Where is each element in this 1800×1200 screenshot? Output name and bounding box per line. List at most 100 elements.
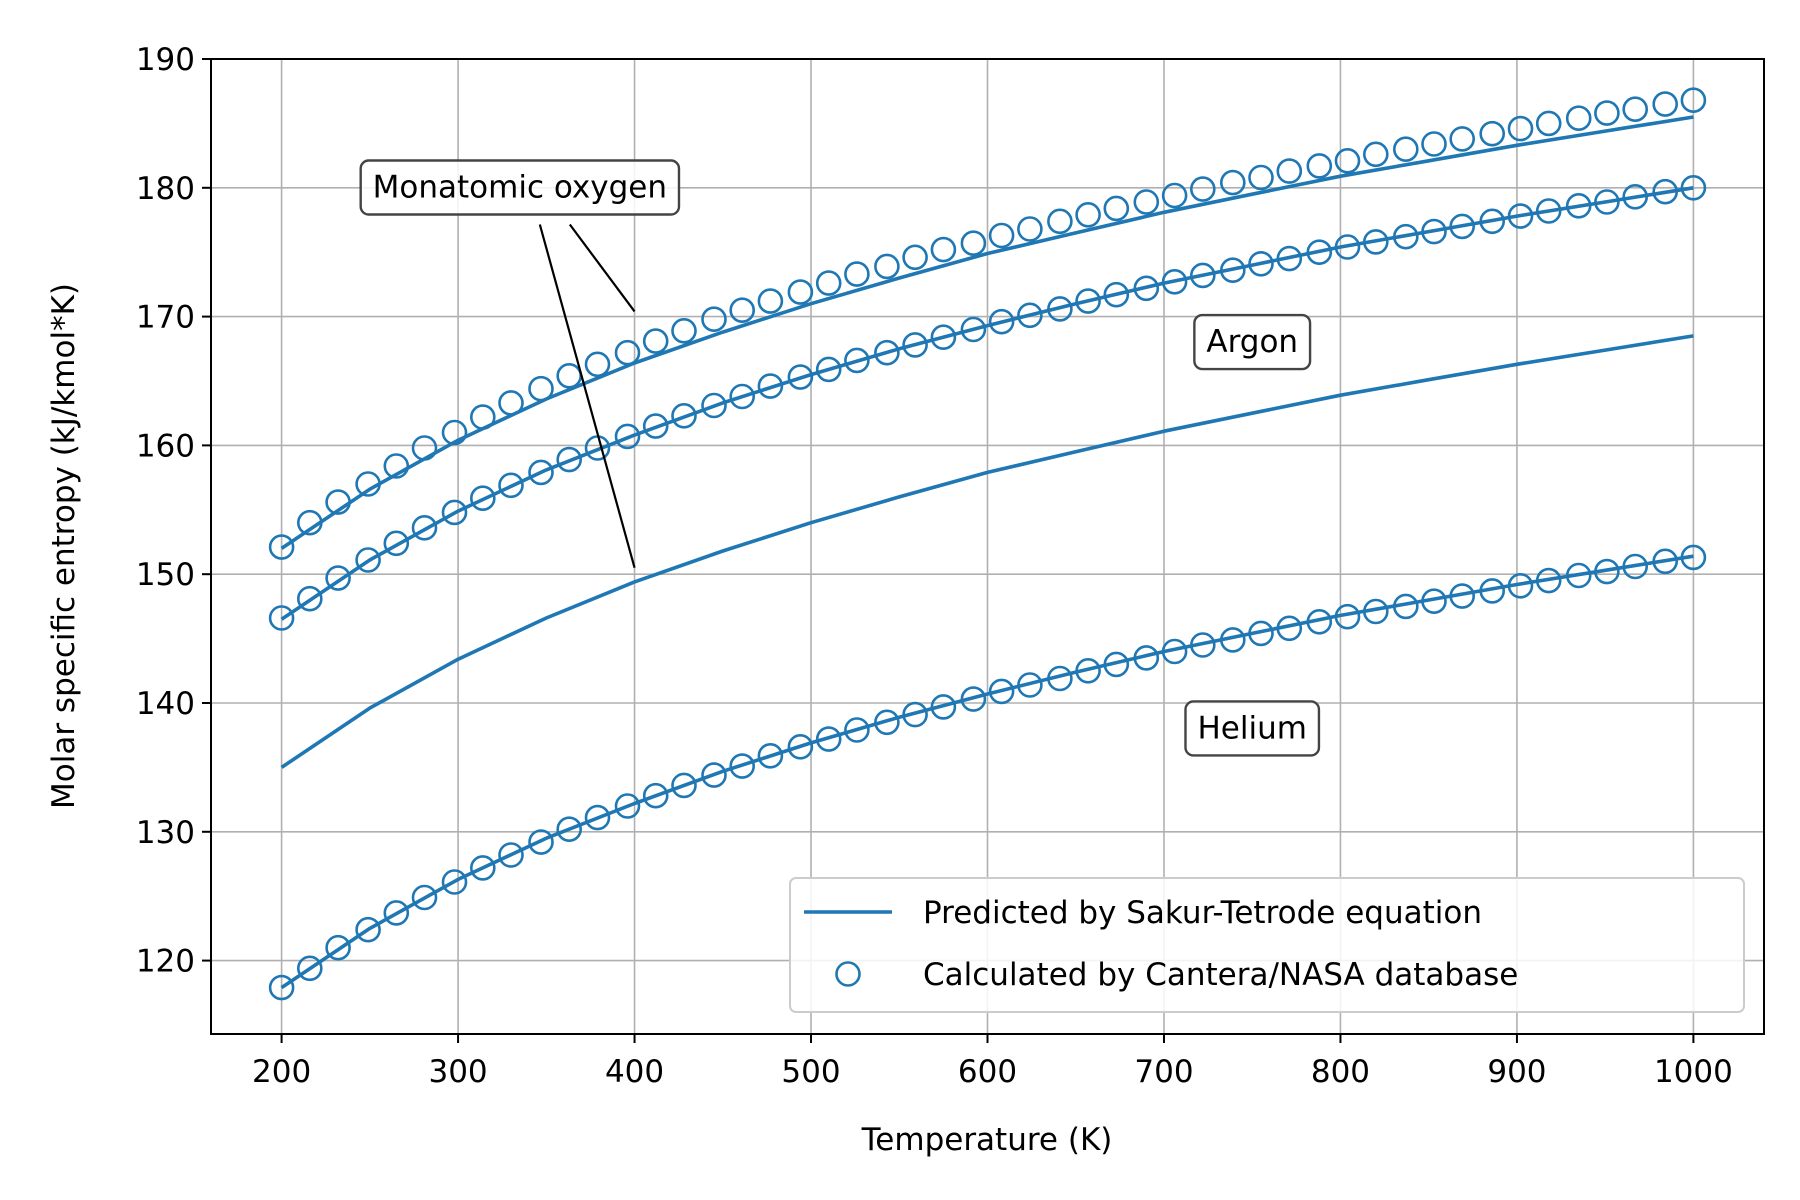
legend-box [789,877,1745,1013]
data-point [1652,548,1678,575]
data-point [1535,567,1562,594]
data-point [355,547,381,573]
data-point [498,472,524,499]
data-point [1363,229,1389,255]
data-point [1161,638,1188,665]
data-point [355,916,381,943]
data-point [787,364,814,390]
x-tick-label: 300 [428,1054,487,1090]
data-point [1075,202,1101,228]
y-tick-label: 180 [136,171,195,207]
data-point [268,534,295,560]
data-point [757,742,784,769]
predicted-line-series [280,334,1694,769]
annotation: Argon [1193,313,1312,371]
data-point [874,339,900,366]
x-tick-label: 200 [252,1054,311,1090]
annotation-box [1184,700,1321,757]
data-point [1334,148,1361,174]
data-point [988,222,1015,249]
data-point [701,392,727,419]
data-point [1075,657,1101,684]
data-point [1393,136,1419,162]
data-point [528,829,554,855]
data-point [1276,158,1303,184]
data-point [1507,115,1534,142]
data-point [1421,588,1447,615]
data-point [1017,216,1043,242]
legend-entry: Calculated by Cantera/NASA database [835,957,1518,993]
data-point [268,605,295,631]
data-point [1161,268,1188,295]
y-tick-label: 130 [136,815,195,851]
data-point [642,328,669,354]
data-point [1133,275,1160,302]
data-point [729,753,756,779]
data-point [469,404,496,430]
data-point [296,585,323,612]
data-point [844,347,870,374]
data-point [1479,120,1505,147]
data-point [1017,302,1043,329]
data-point [930,694,957,720]
y-tick-label: 140 [136,686,195,722]
data-point [988,308,1015,335]
y-tick-label: 160 [136,428,195,464]
y-tick-label: 190 [136,42,195,78]
data-point [930,236,957,263]
data-point [383,530,410,557]
annotations: Monatomic oxygen Argon Helium [359,159,1321,757]
data-point [1565,105,1592,131]
data-point [1248,250,1274,277]
data-point [1306,239,1333,265]
data-point [355,471,381,497]
data-point [325,934,351,961]
data-point [1047,208,1073,235]
data-point [1363,598,1389,625]
data-point [1535,110,1562,137]
data-point [325,489,351,515]
data-point [1507,203,1534,229]
data-point [614,423,641,450]
data-point [1594,189,1620,215]
x-tick-label: 700 [1134,1054,1193,1090]
data-point [1479,578,1505,604]
data-point [1622,553,1648,580]
data-point [960,686,987,712]
data-point [383,453,410,479]
data-point [383,900,410,926]
data-point [1565,562,1592,589]
data-point [1565,193,1592,219]
data-point [296,509,323,536]
data-point [815,270,842,296]
data-point [1306,608,1333,635]
data-point [902,244,928,271]
data-point [1449,126,1475,152]
data-point [1680,87,1707,113]
data-point [614,339,641,366]
data-point [441,419,468,446]
data-point [441,869,468,895]
x-tick-label: 400 [605,1054,664,1090]
data-point [642,782,669,809]
x-tick-label: 1000 [1654,1054,1733,1090]
predicted-line-series [280,554,1694,990]
data-point [1479,208,1505,235]
data-point [584,804,611,831]
y-tick-label: 170 [136,300,195,336]
data-point [701,762,727,788]
data-point [411,884,438,911]
data-point [1248,620,1274,647]
data-point [1363,141,1389,168]
data-point [815,356,842,383]
data-point [556,816,583,843]
annotation-label: Helium [1197,710,1306,746]
data-point [671,402,697,429]
data-point [787,733,814,760]
data-point [960,316,987,343]
series-line [280,554,1694,990]
data-point [1393,593,1419,620]
data-point [528,375,554,402]
